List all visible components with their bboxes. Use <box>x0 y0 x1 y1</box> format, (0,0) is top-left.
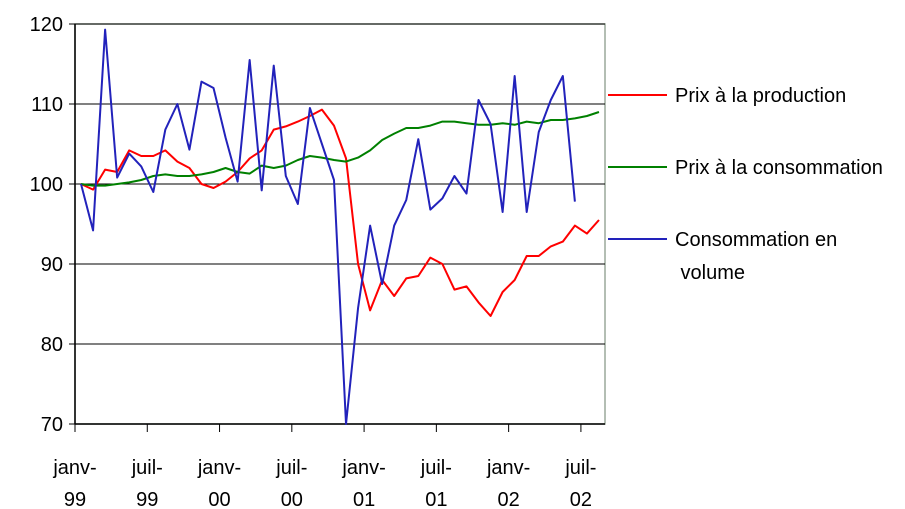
x-tick-label: janv- 01 <box>341 457 385 509</box>
x-tick-label-line: 99 <box>64 489 86 509</box>
series-line <box>80 111 600 187</box>
x-tick-label-line: juil- <box>564 457 596 479</box>
x-tick-label-line: janv- <box>197 457 241 479</box>
legend-label-line: Prix à la consommation <box>675 157 883 179</box>
x-tick-label-line: 00 <box>281 489 303 509</box>
plot-area <box>74 23 606 425</box>
y-tick-label: 90 <box>41 254 63 276</box>
y-tick-label: 120 <box>30 14 63 36</box>
x-tick-label-line: janv- <box>486 457 530 479</box>
x-tick-label-line: 02 <box>570 489 592 509</box>
x-tick-label: janv- 00 <box>197 457 241 509</box>
y-tick-label: 100 <box>30 174 63 196</box>
legend-label: Prix à la production <box>675 85 846 107</box>
y-tick-label: 80 <box>41 334 63 356</box>
x-tick-label-line: janv- <box>52 457 96 479</box>
x-tick-label: janv- 02 <box>486 457 530 509</box>
legend-label: Consommation en volume <box>675 229 837 284</box>
legend-label-line: volume <box>675 262 745 284</box>
x-tick-label-line: 01 <box>425 489 447 509</box>
legend-label-line: Prix à la production <box>675 85 846 107</box>
x-tick-label: juil- 01 <box>420 457 452 509</box>
x-tick-label: juil- 00 <box>275 457 307 509</box>
series-line <box>80 28 576 425</box>
x-tick-label-line: juil- <box>420 457 452 479</box>
x-tick-label-line: juil- <box>275 457 307 479</box>
x-tick-label: juil- 99 <box>131 457 163 509</box>
y-tick-label: 110 <box>31 94 63 116</box>
x-tick-label-line: juil- <box>131 457 163 479</box>
legend-label-line: Consommation en <box>675 229 837 251</box>
legend-label: Prix à la consommation <box>675 157 883 179</box>
x-tick-label-line: 01 <box>353 489 375 509</box>
series-line <box>80 108 600 317</box>
y-tick-label: 70 <box>41 414 63 436</box>
x-tick-label-line: 00 <box>208 489 230 509</box>
x-tick-label-line: 02 <box>498 489 520 509</box>
x-tick-label: juil- 02 <box>564 457 596 509</box>
x-tick-label-line: janv- <box>341 457 385 479</box>
x-tick-label: janv- 99 <box>52 457 96 509</box>
x-tick-label-line: 99 <box>136 489 158 509</box>
